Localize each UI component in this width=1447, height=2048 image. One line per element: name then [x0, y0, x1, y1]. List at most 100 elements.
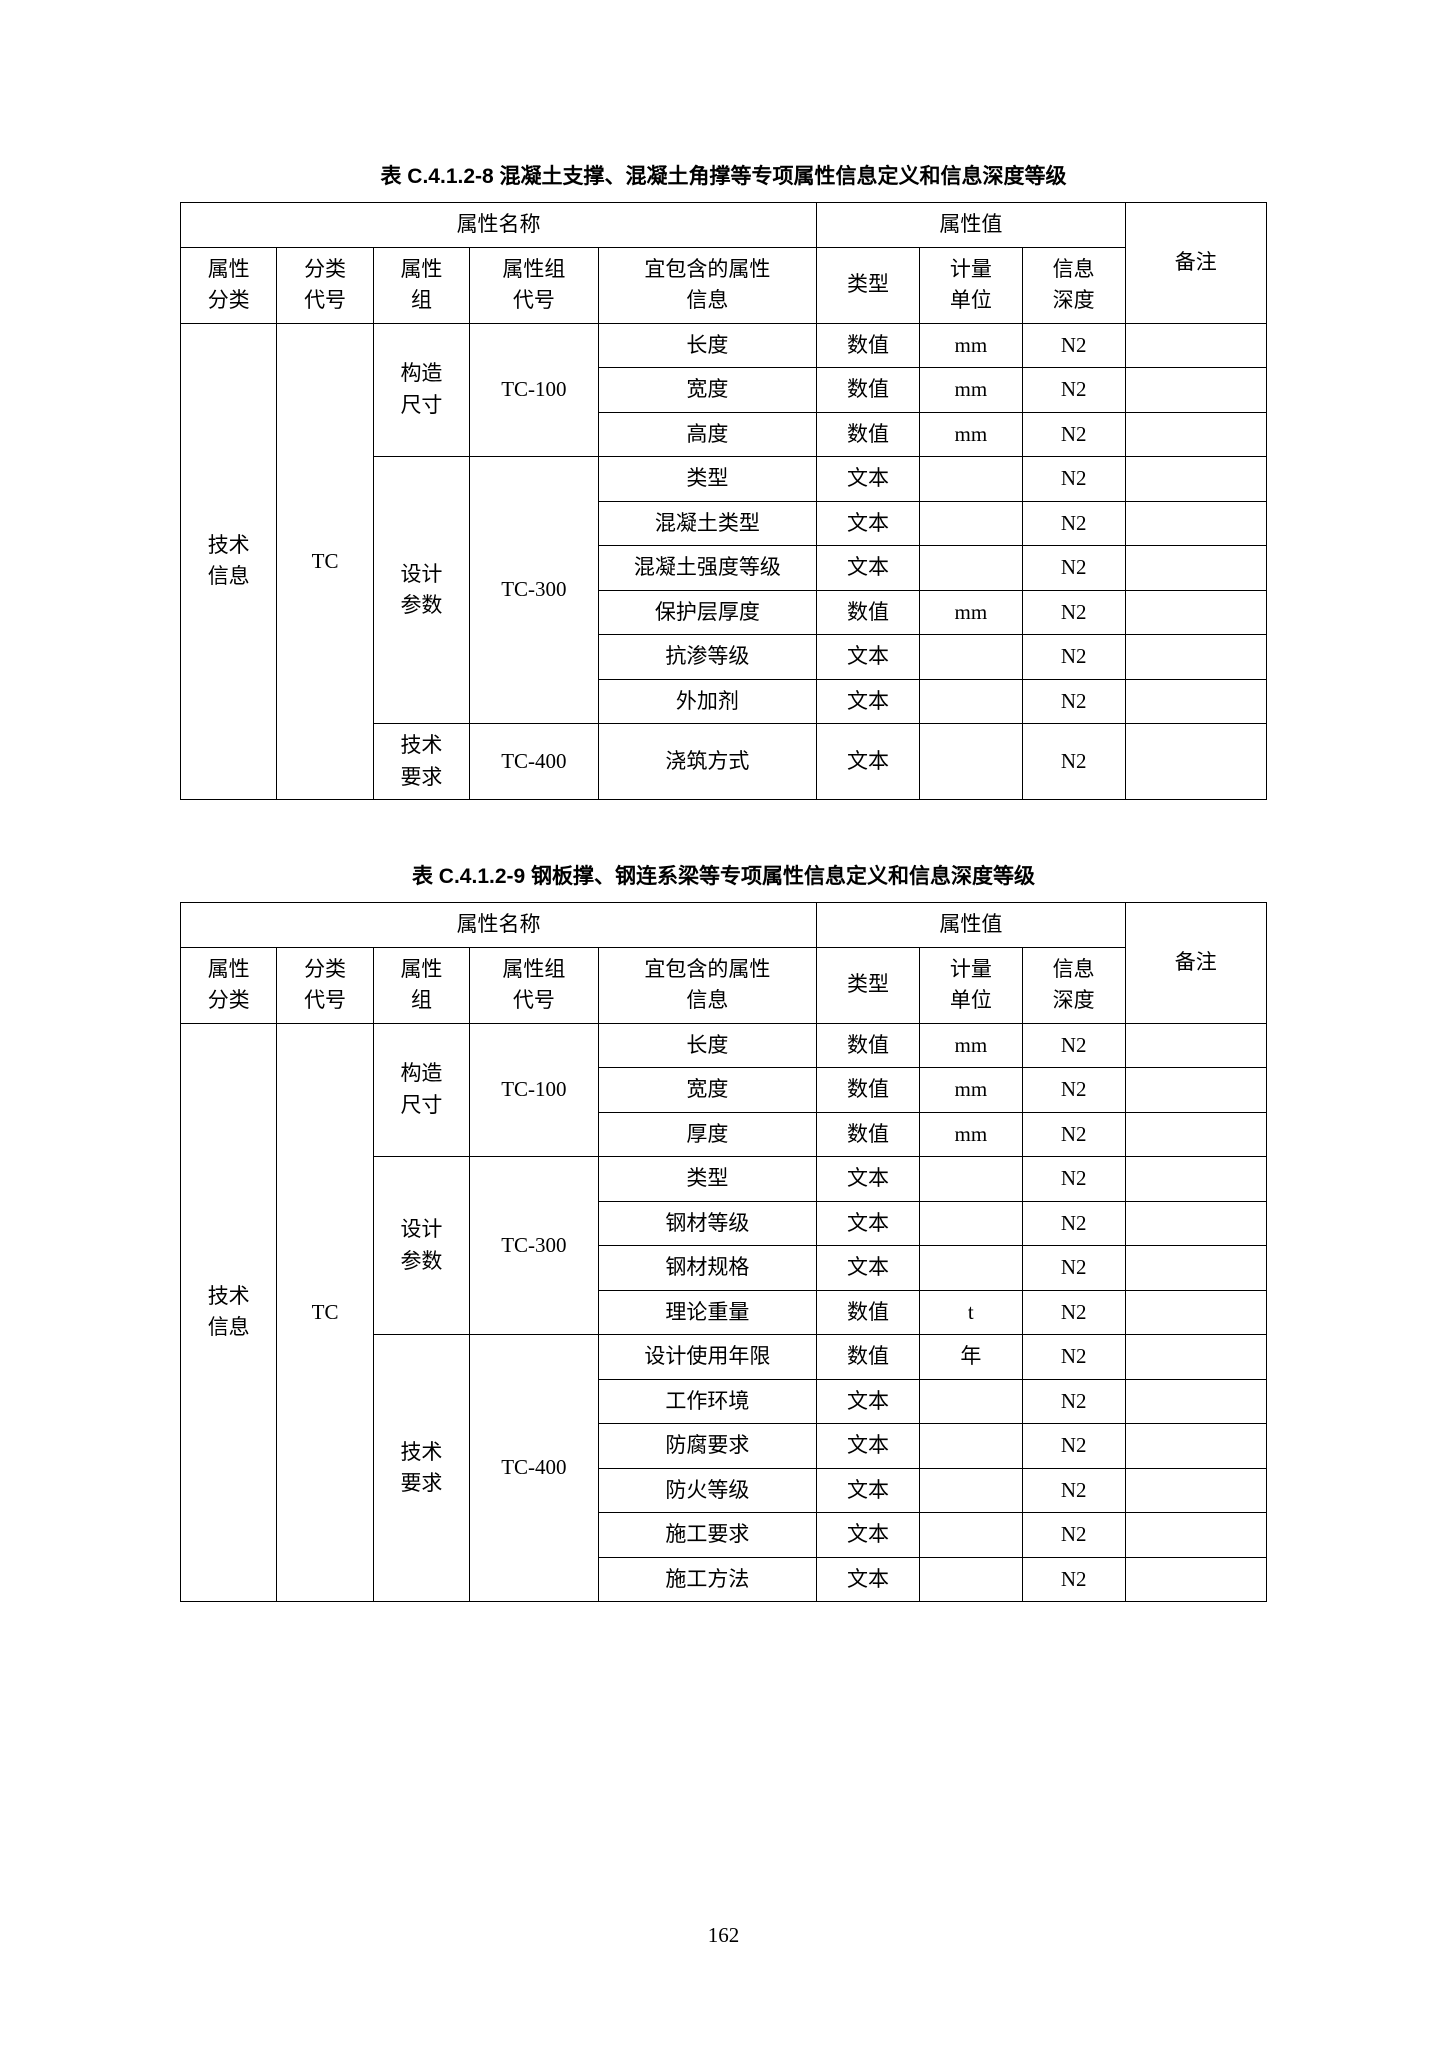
cell-attr-info: 宽度	[598, 368, 816, 413]
cell-type: 数值	[817, 1290, 920, 1335]
cell-unit: mm	[919, 412, 1022, 457]
table1: 属性名称 属性值 备注 属性分类 分类代号 属性组 属性组代号 宜包含的属性信息…	[180, 202, 1267, 800]
cell-unit: mm	[919, 368, 1022, 413]
cell-type: 数值	[817, 323, 920, 368]
cell-depth: N2	[1022, 1068, 1125, 1113]
cell-attr-info: 厚度	[598, 1112, 816, 1157]
cell-type: 文本	[817, 1246, 920, 1291]
cell-attr-group: 设计参数	[373, 1157, 469, 1335]
cell-attr-info: 长度	[598, 1023, 816, 1068]
table2: 属性名称 属性值 备注 属性分类 分类代号 属性组 属性组代号 宜包含的属性信息…	[180, 902, 1267, 1602]
th-attr-value-group: 属性值	[817, 203, 1125, 248]
cell-attr-class: 技术信息	[181, 323, 277, 800]
cell-attr-info: 防火等级	[598, 1468, 816, 1513]
cell-unit: t	[919, 1290, 1022, 1335]
th-type: 类型	[817, 947, 920, 1023]
cell-remark	[1125, 635, 1266, 680]
cell-unit: mm	[919, 323, 1022, 368]
cell-remark	[1125, 501, 1266, 546]
cell-attr-info: 混凝土类型	[598, 501, 816, 546]
cell-attr-info: 施工方法	[598, 1557, 816, 1602]
cell-depth: N2	[1022, 1513, 1125, 1558]
cell-unit	[919, 457, 1022, 502]
cell-depth: N2	[1022, 1246, 1125, 1291]
cell-type: 文本	[817, 679, 920, 724]
cell-depth: N2	[1022, 1557, 1125, 1602]
cell-depth: N2	[1022, 1201, 1125, 1246]
th-depth: 信息深度	[1022, 947, 1125, 1023]
th-depth: 信息深度	[1022, 247, 1125, 323]
cell-unit: mm	[919, 590, 1022, 635]
cell-depth: N2	[1022, 1157, 1125, 1202]
cell-remark	[1125, 724, 1266, 800]
cell-attr-info: 钢材规格	[598, 1246, 816, 1291]
th-group-code: 属性组代号	[470, 947, 599, 1023]
cell-remark	[1125, 1068, 1266, 1113]
cell-remark	[1125, 412, 1266, 457]
cell-unit	[919, 1468, 1022, 1513]
cell-unit	[919, 546, 1022, 591]
th-remark: 备注	[1125, 203, 1266, 324]
th-attr-info: 宜包含的属性信息	[598, 947, 816, 1023]
cell-remark	[1125, 1379, 1266, 1424]
table1-body: 技术信息TC构造尺寸TC-100长度数值mmN2宽度数值mmN2高度数值mmN2…	[181, 323, 1267, 800]
cell-remark	[1125, 323, 1266, 368]
th-attr-class: 属性分类	[181, 247, 277, 323]
cell-attr-info: 施工要求	[598, 1513, 816, 1558]
cell-depth: N2	[1022, 1112, 1125, 1157]
cell-remark	[1125, 1246, 1266, 1291]
th-class-code: 分类代号	[277, 947, 373, 1023]
th-unit: 计量单位	[919, 947, 1022, 1023]
cell-remark	[1125, 1557, 1266, 1602]
cell-unit	[919, 1513, 1022, 1558]
cell-depth: N2	[1022, 1468, 1125, 1513]
cell-unit: 年	[919, 1335, 1022, 1380]
th-remark: 备注	[1125, 903, 1266, 1024]
th-type: 类型	[817, 247, 920, 323]
cell-remark	[1125, 1424, 1266, 1469]
cell-unit	[919, 1201, 1022, 1246]
cell-unit	[919, 501, 1022, 546]
cell-group-code: TC-300	[470, 1157, 599, 1335]
cell-remark	[1125, 1201, 1266, 1246]
cell-attr-info: 类型	[598, 457, 816, 502]
cell-attr-group: 技术要求	[373, 724, 469, 800]
page: 表 C.4.1.2-8 混凝土支撑、混凝土角撑等专项属性信息定义和信息深度等级 …	[0, 0, 1447, 2048]
page-number: 162	[0, 1923, 1447, 1948]
cell-class-code: TC	[277, 1023, 373, 1602]
cell-remark	[1125, 1290, 1266, 1335]
cell-type: 文本	[817, 457, 920, 502]
cell-remark	[1125, 679, 1266, 724]
cell-type: 数值	[817, 590, 920, 635]
cell-attr-group: 构造尺寸	[373, 323, 469, 457]
cell-attr-info: 宽度	[598, 1068, 816, 1113]
cell-depth: N2	[1022, 546, 1125, 591]
cell-attr-info: 设计使用年限	[598, 1335, 816, 1380]
cell-attr-info: 长度	[598, 323, 816, 368]
cell-remark	[1125, 1157, 1266, 1202]
cell-attr-info: 工作环境	[598, 1379, 816, 1424]
cell-attr-info: 保护层厚度	[598, 590, 816, 635]
th-attr-name-group: 属性名称	[181, 203, 817, 248]
cell-type: 文本	[817, 1201, 920, 1246]
cell-group-code: TC-300	[470, 457, 599, 724]
cell-unit	[919, 1557, 1022, 1602]
th-attr-name-group: 属性名称	[181, 903, 817, 948]
th-attr-group: 属性组	[373, 247, 469, 323]
cell-attr-info: 钢材等级	[598, 1201, 816, 1246]
cell-depth: N2	[1022, 590, 1125, 635]
cell-depth: N2	[1022, 1290, 1125, 1335]
cell-depth: N2	[1022, 323, 1125, 368]
cell-depth: N2	[1022, 412, 1125, 457]
cell-unit: mm	[919, 1068, 1022, 1113]
cell-depth: N2	[1022, 1335, 1125, 1380]
cell-depth: N2	[1022, 457, 1125, 502]
th-attr-info: 宜包含的属性信息	[598, 247, 816, 323]
cell-attr-info: 浇筑方式	[598, 724, 816, 800]
cell-attr-info: 外加剂	[598, 679, 816, 724]
cell-depth: N2	[1022, 1023, 1125, 1068]
cell-unit	[919, 1379, 1022, 1424]
cell-type: 文本	[817, 1157, 920, 1202]
cell-type: 文本	[817, 1513, 920, 1558]
cell-type: 数值	[817, 1068, 920, 1113]
